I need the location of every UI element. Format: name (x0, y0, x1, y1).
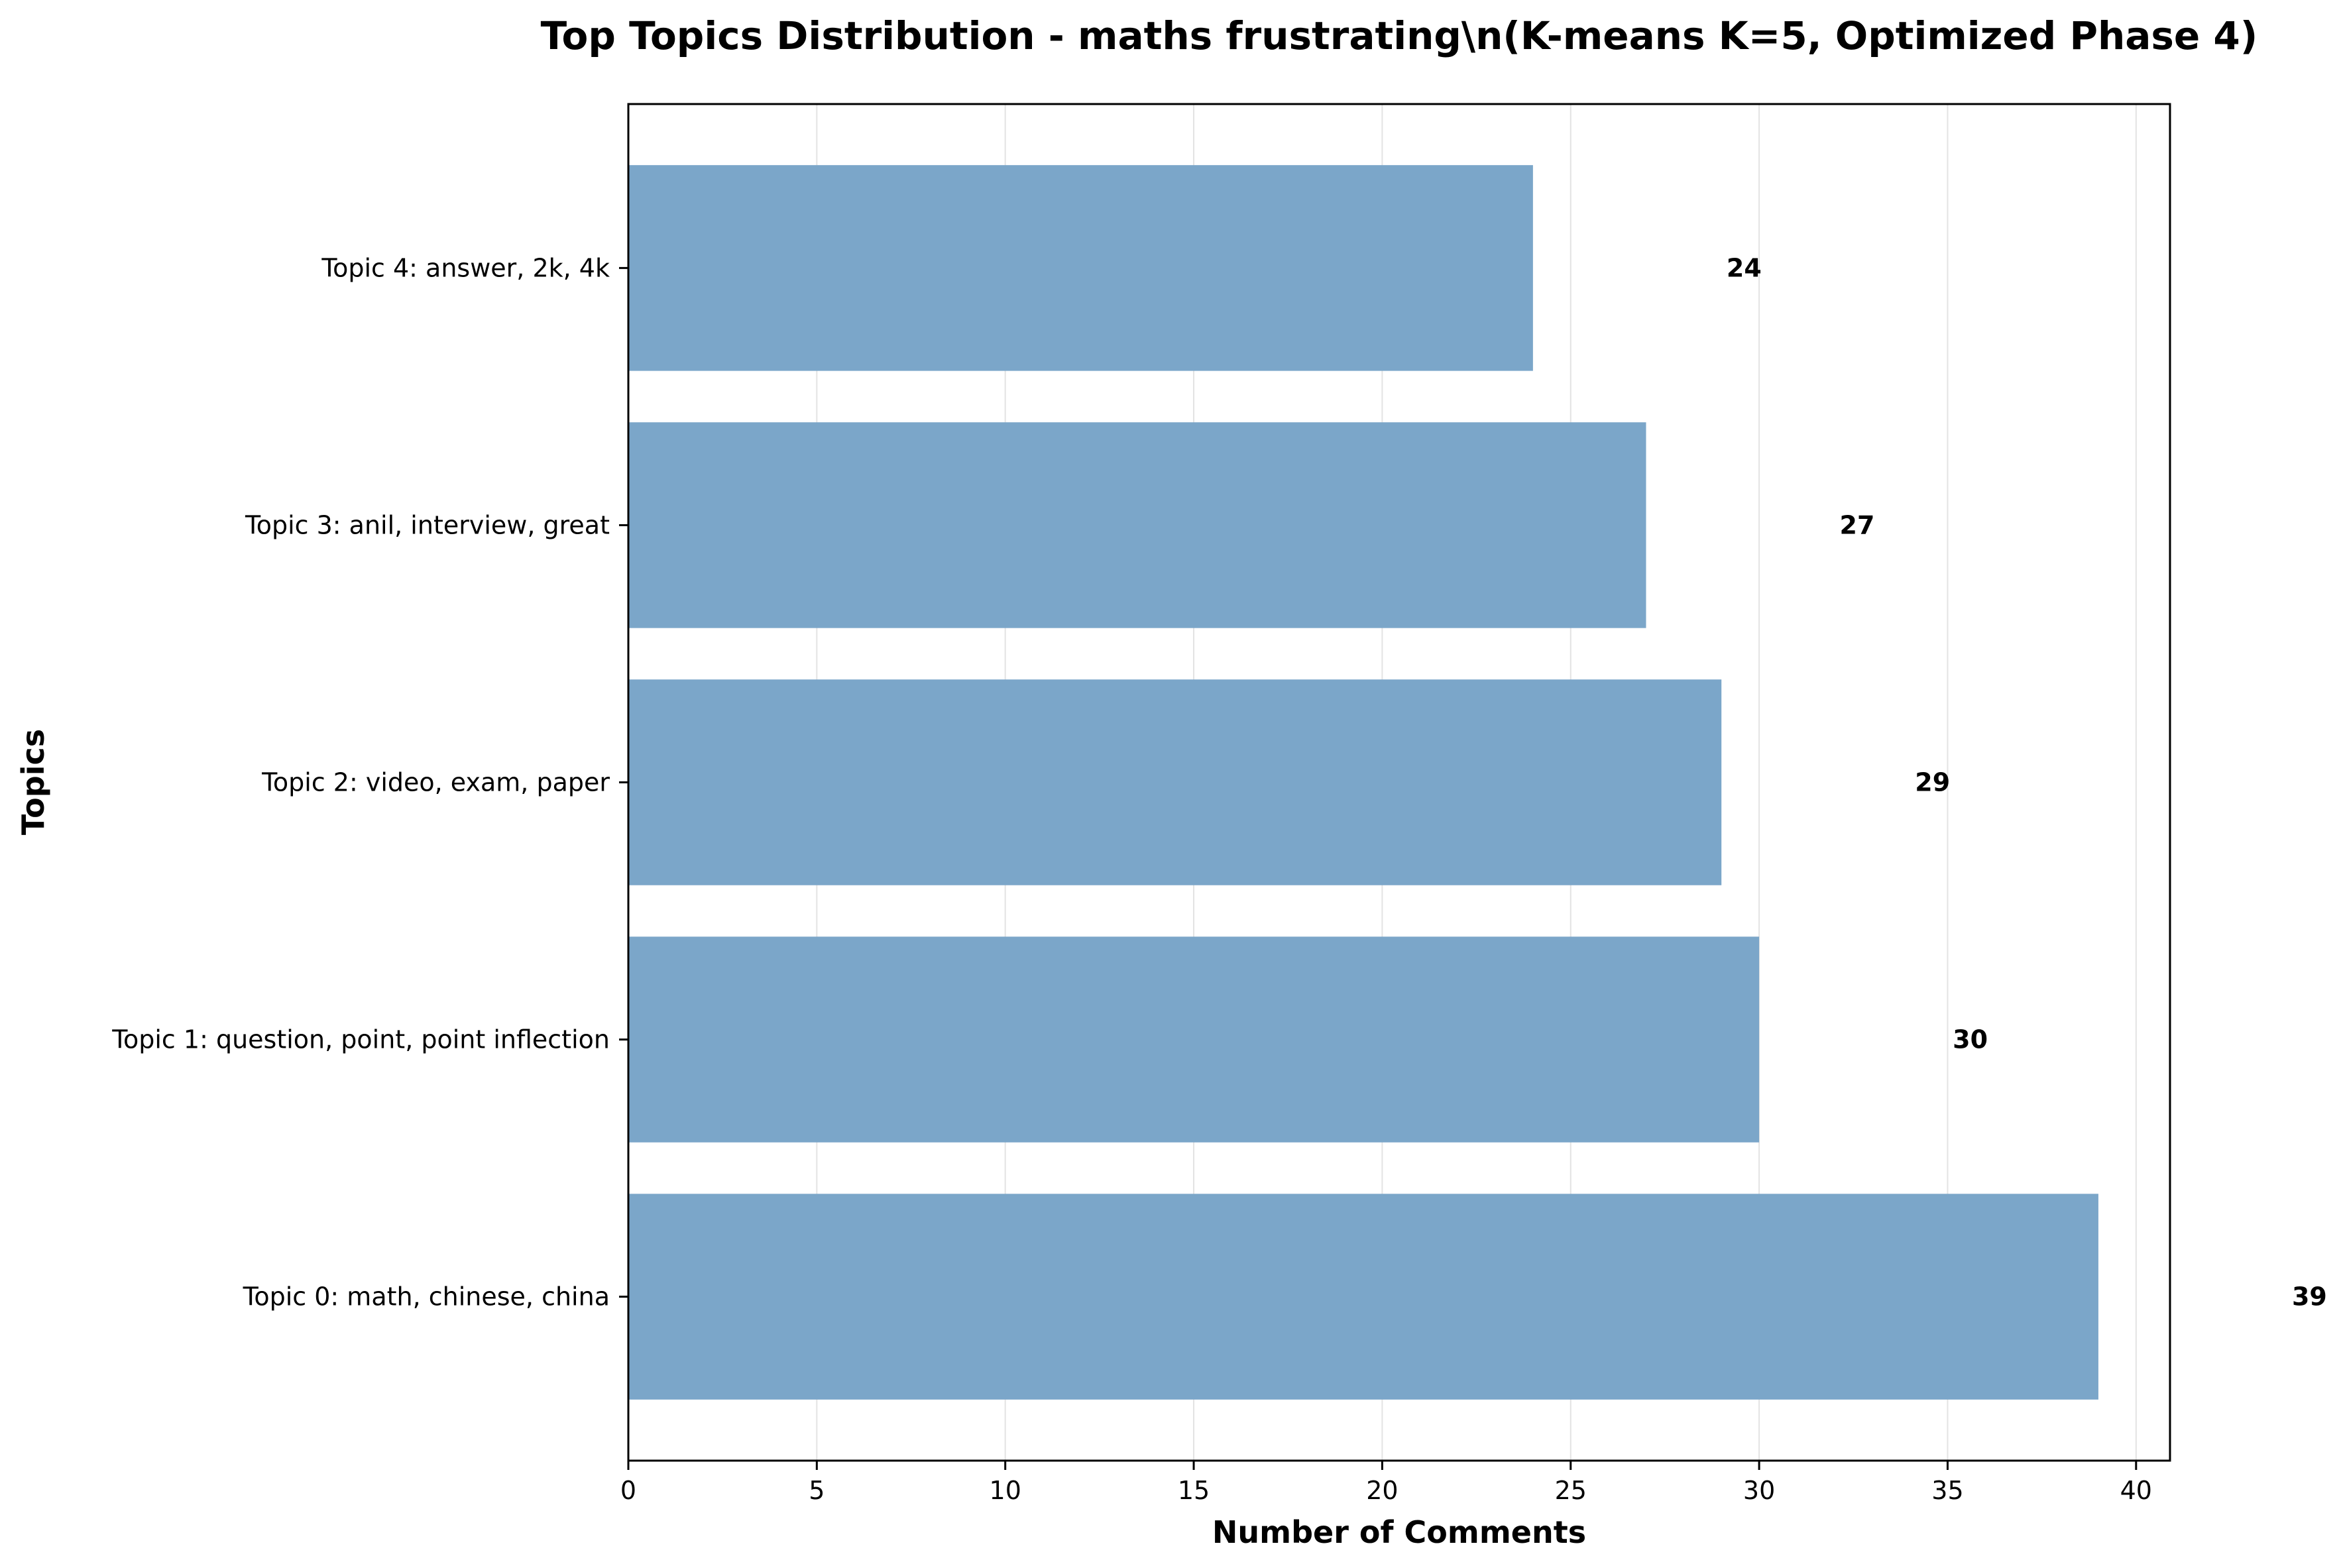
y-tick-label: Topic 0: math, chinese, china (243, 1282, 610, 1312)
y-tick-label: Topic 1: question, point, point inflecti… (111, 1025, 610, 1054)
chart-title: Top Topics Distribution - maths frustrat… (541, 13, 2258, 58)
x-tick-label: 5 (809, 1476, 825, 1505)
x-ticks: 0 5 10 15 20 25 30 35 40 (620, 1461, 2152, 1505)
y-tick-label: Topic 2: video, exam, paper (261, 768, 610, 797)
x-tick-label: 15 (1178, 1476, 1210, 1505)
bar (628, 422, 1646, 628)
x-tick-label: 40 (2120, 1476, 2152, 1505)
x-tick-label: 25 (1555, 1476, 1587, 1505)
y-ticks: Topic 4: answer, 2k, 4k Topic 3: anil, in… (111, 253, 628, 1312)
x-tick-label: 35 (1931, 1476, 1963, 1505)
y-tick-label: Topic 4: answer, 2k, 4k (321, 253, 610, 282)
bar (628, 1194, 2098, 1400)
x-tick-label: 20 (1366, 1476, 1398, 1505)
bar (628, 165, 1533, 371)
bar-value-label: 24 (1727, 253, 1762, 282)
y-tick-label: Topic 3: anil, interview, great (245, 510, 610, 539)
bar (628, 679, 1722, 885)
bar-value-label: 27 (1840, 510, 1875, 539)
x-tick-label: 30 (1743, 1476, 1775, 1505)
data-labels: 24 27 29 30 39 (1727, 253, 2327, 1311)
bar (628, 936, 1760, 1143)
bars (628, 165, 2098, 1400)
bar-value-label: 30 (1953, 1025, 1988, 1054)
x-tick-label: 10 (990, 1476, 1021, 1505)
x-axis-label: Number of Comments (1212, 1514, 1586, 1550)
y-axis-label: Topics (15, 729, 51, 835)
bar-value-label: 29 (1915, 768, 1950, 797)
bar-value-label: 39 (2292, 1282, 2327, 1312)
x-tick-label: 0 (620, 1476, 636, 1505)
